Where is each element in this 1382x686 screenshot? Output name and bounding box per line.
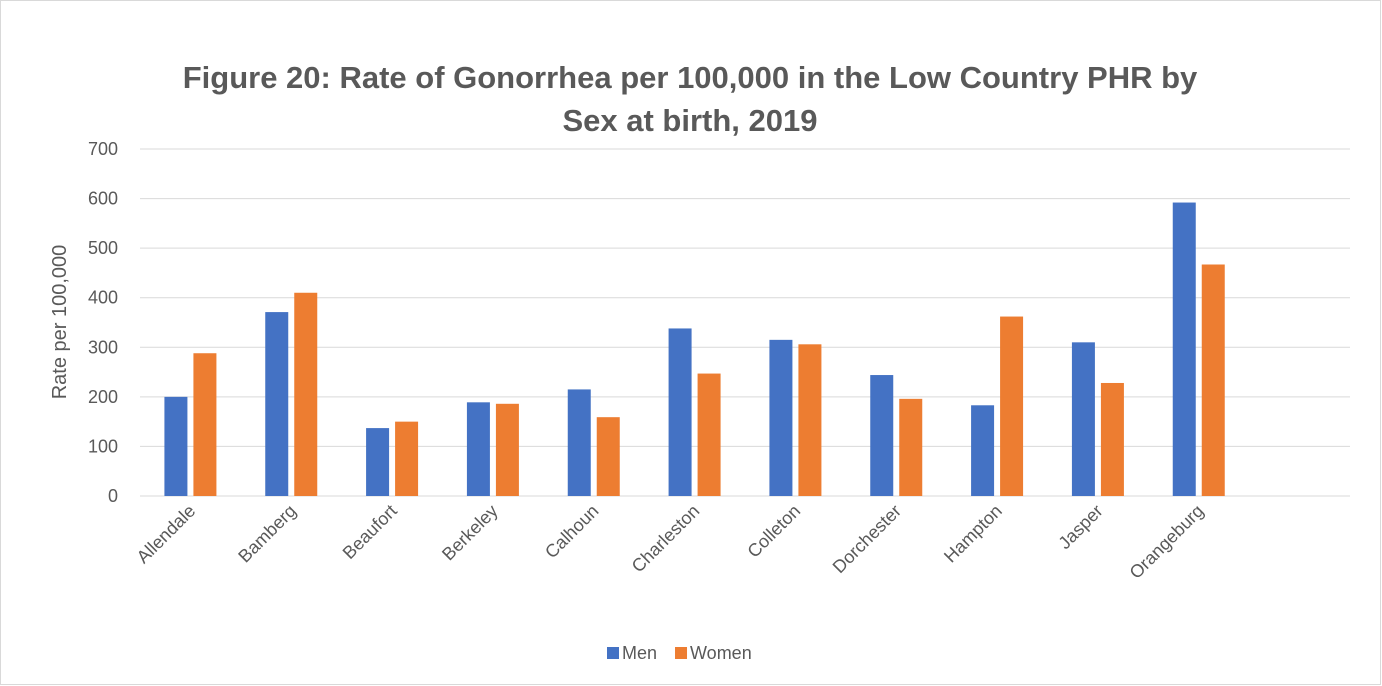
bar <box>1201 264 1225 496</box>
bar <box>567 389 591 496</box>
bar <box>1172 202 1196 496</box>
legend-swatch <box>607 647 619 659</box>
bar <box>899 398 923 496</box>
y-tick-label: 200 <box>88 387 118 407</box>
bar <box>466 402 490 496</box>
bar <box>1000 316 1024 496</box>
legend-swatch <box>675 647 688 659</box>
bar <box>870 375 894 496</box>
bar <box>193 353 217 496</box>
y-tick-label: 500 <box>88 238 118 258</box>
bar <box>366 428 390 496</box>
bar <box>697 373 721 496</box>
bar <box>164 396 188 496</box>
bar <box>395 421 419 496</box>
bar <box>971 405 995 496</box>
y-tick-label: 600 <box>88 189 118 209</box>
y-tick-label: 400 <box>88 288 118 308</box>
bar <box>668 328 692 496</box>
bar <box>1071 342 1095 496</box>
bar <box>294 292 318 496</box>
y-tick-label: 0 <box>108 486 118 506</box>
legend-label: Women <box>690 643 752 663</box>
bar <box>798 344 822 496</box>
y-tick-label: 300 <box>88 337 118 357</box>
y-axis-label: Rate per 100,000 <box>49 245 71 400</box>
bar <box>596 417 620 496</box>
chart-title: Figure 20: Rate of Gonorrhea per 100,000… <box>183 60 1198 95</box>
legend-label: Men <box>622 643 657 663</box>
bar <box>1100 382 1124 496</box>
bar <box>265 312 289 496</box>
bar <box>495 403 519 496</box>
y-tick-label: 100 <box>88 436 118 456</box>
bar <box>769 339 793 496</box>
chart-title: Sex at birth, 2019 <box>562 103 817 138</box>
y-tick-label: 700 <box>88 139 118 159</box>
